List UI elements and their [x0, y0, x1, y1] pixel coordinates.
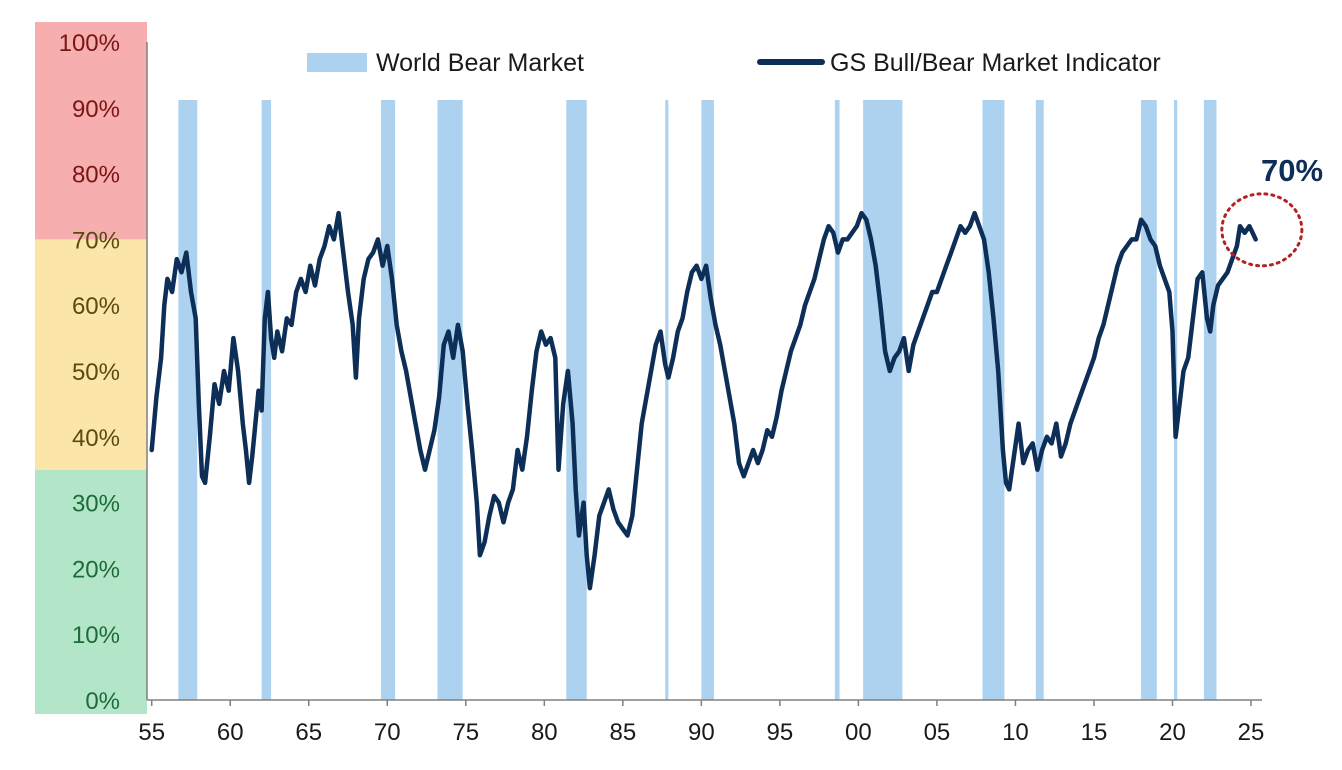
- legend-label-bear-market: World Bear Market: [376, 49, 584, 77]
- bear-market-band: [701, 100, 714, 700]
- x-tick-label: 00: [845, 719, 872, 746]
- x-tick-label: 10: [1002, 719, 1029, 746]
- x-tick-label: 55: [138, 719, 165, 746]
- y-tick-label: 70%: [72, 227, 120, 254]
- annotation-circle: [1220, 192, 1304, 268]
- x-tick-label: 20: [1159, 719, 1186, 746]
- series-layer: [149, 210, 1258, 591]
- bear-market-band: [178, 100, 198, 700]
- x-tick-label: 25: [1238, 719, 1265, 746]
- series-line-gs-indicator: [149, 210, 1258, 591]
- x-tick-label: 60: [217, 719, 244, 746]
- y-tick-label: 20%: [72, 556, 120, 583]
- x-tick-label: 75: [452, 719, 479, 746]
- legend-label-indicator: GS Bull/Bear Market Indicator: [830, 49, 1161, 77]
- bear-market-bands: [178, 100, 1217, 700]
- x-tick-label: 05: [924, 719, 951, 746]
- y-tick-label: 50%: [72, 359, 120, 386]
- x-tick-label: 70: [374, 719, 401, 746]
- legend: World Bear Market GS Bull/Bear Market In…: [307, 49, 1161, 77]
- x-tick-label: 90: [688, 719, 715, 746]
- y-tick-label: 100%: [59, 30, 120, 57]
- bear-market-band: [665, 100, 669, 700]
- bear-market-band: [1035, 100, 1044, 700]
- axes: 0% 10% 20% 30% 40% 50% 60% 70% 80% 90% 100% 55 60 65 7…: [59, 30, 1265, 746]
- bear-market-band: [1141, 100, 1157, 700]
- bear-market-band: [566, 100, 587, 700]
- bear-market-band: [982, 100, 1005, 700]
- risk-zone-0: [35, 469, 147, 714]
- y-tick-label: 80%: [72, 162, 120, 189]
- legend-swatch-bear-market: [307, 53, 367, 72]
- bear-market-band: [863, 100, 903, 700]
- x-tick-label: 80: [531, 719, 558, 746]
- risk-zone-2: [35, 22, 147, 240]
- bear-market-band: [261, 100, 272, 700]
- bear-market-band: [834, 100, 840, 700]
- annotation-layer: 70%: [1220, 153, 1323, 268]
- x-tick-label: 15: [1081, 719, 1108, 746]
- y-tick-label: 90%: [72, 96, 120, 123]
- y-tick-label: 10%: [72, 622, 120, 649]
- y-tick-label: 30%: [72, 491, 120, 518]
- x-tick-label: 65: [295, 719, 322, 746]
- bear-market-band: [437, 100, 463, 700]
- risk-zone-1: [35, 239, 147, 470]
- y-tick-label: 0%: [85, 688, 120, 715]
- x-tick-label: 95: [767, 719, 794, 746]
- bear-market-band: [380, 100, 396, 700]
- annotation-label: 70%: [1261, 153, 1323, 188]
- y-tick-label: 60%: [72, 293, 120, 320]
- x-tick-label: 85: [609, 719, 636, 746]
- risk-zones: [35, 22, 147, 714]
- y-tick-label: 40%: [72, 425, 120, 452]
- bear-market-band: [1203, 100, 1217, 700]
